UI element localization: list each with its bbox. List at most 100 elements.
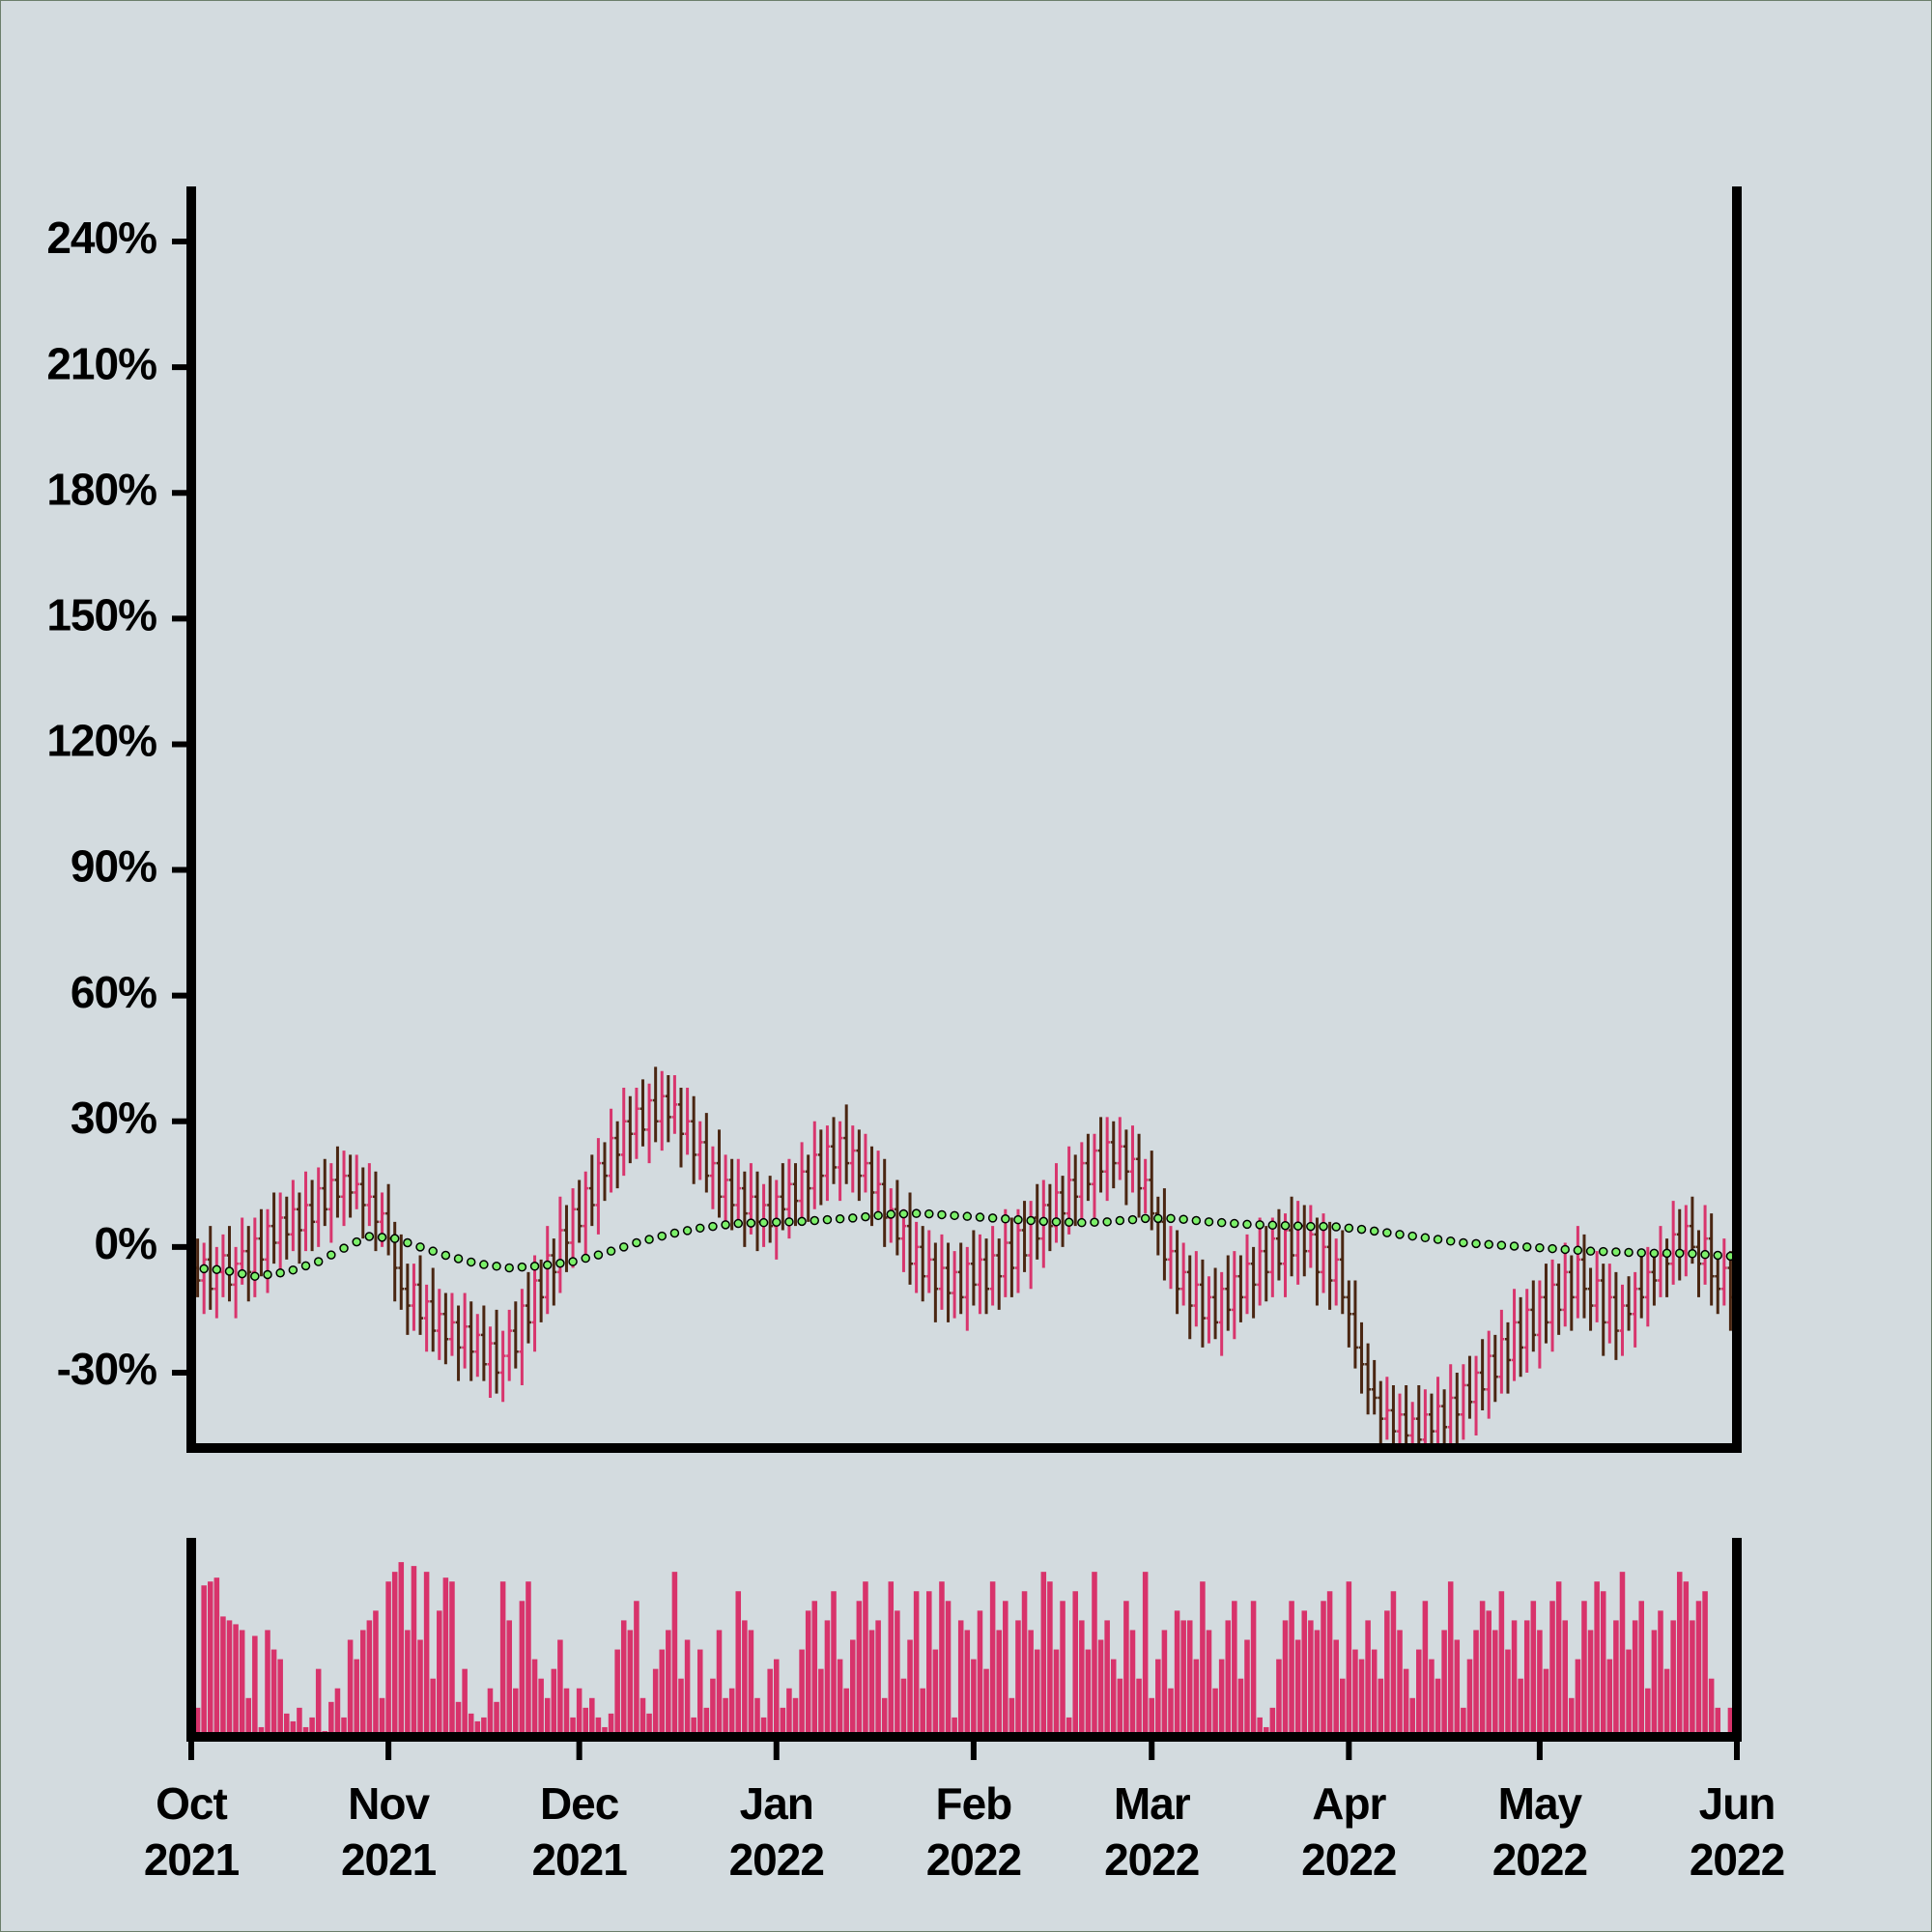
moving-average-point: [389, 1234, 400, 1243]
moving-average-point: [593, 1250, 604, 1260]
moving-average-point: [1521, 1242, 1532, 1252]
volume-bar: [811, 1601, 818, 1737]
volume-bar: [957, 1620, 964, 1737]
volume-bar: [1321, 1601, 1326, 1737]
volume-bar: [895, 1610, 900, 1737]
y-tick-label: 180%: [46, 464, 156, 514]
volume-bar: [563, 1688, 570, 1737]
volume-bar: [1702, 1591, 1708, 1737]
volume-bar: [1225, 1620, 1232, 1737]
volume-bar: [239, 1630, 245, 1737]
moving-average-point: [1535, 1242, 1545, 1253]
moving-average-point: [1064, 1217, 1074, 1228]
volume-bar: [1638, 1601, 1644, 1737]
volume-bar: [639, 1697, 646, 1737]
moving-average-point: [1319, 1221, 1328, 1232]
volume-bar: [226, 1620, 233, 1737]
volume-bar: [780, 1707, 786, 1737]
volume-bar: [1097, 1639, 1104, 1737]
moving-average-point: [975, 1212, 985, 1222]
moving-average-point: [1026, 1215, 1036, 1226]
volume-bar: [1523, 1620, 1530, 1737]
volume-bar: [1626, 1649, 1632, 1737]
moving-average-point: [1471, 1238, 1481, 1249]
moving-average-point: [504, 1263, 514, 1273]
volume-bar: [258, 1726, 265, 1737]
volume-bar: [297, 1707, 302, 1737]
volume-bar: [1441, 1630, 1447, 1737]
volume-bar: [710, 1678, 716, 1737]
moving-average-point: [886, 1209, 896, 1219]
moving-average-point: [695, 1223, 705, 1234]
volume-bar: [1034, 1649, 1040, 1737]
volume-bar: [1562, 1620, 1568, 1737]
volume-bar: [1206, 1630, 1212, 1737]
volume-bar: [551, 1668, 557, 1737]
moving-average-point: [300, 1261, 311, 1271]
moving-average-point: [937, 1209, 947, 1220]
volume-bar: [1378, 1678, 1384, 1737]
moving-average-point: [1445, 1236, 1456, 1246]
volume-bar: [799, 1649, 805, 1737]
moving-average-point: [1102, 1217, 1112, 1227]
volume-bar: [1282, 1620, 1289, 1737]
volume-bar: [1263, 1726, 1269, 1737]
volume-bar: [270, 1649, 277, 1737]
volume-bar: [309, 1717, 315, 1737]
moving-average-point: [1624, 1247, 1634, 1258]
x-tick-label: Feb 2022: [925, 1778, 1022, 1885]
volume-bar: [1600, 1591, 1606, 1737]
volume-bar: [1569, 1697, 1575, 1737]
x-tick-label: Nov 2021: [340, 1778, 437, 1885]
volume-bar: [1060, 1601, 1065, 1737]
moving-average-point: [1636, 1248, 1646, 1258]
moving-average-point: [898, 1208, 909, 1219]
volume-bar: [277, 1659, 283, 1737]
volume-bar: [1040, 1572, 1047, 1737]
volume-bar: [1683, 1581, 1690, 1737]
moving-average-point: [339, 1243, 349, 1253]
moving-average-point: [1713, 1250, 1722, 1261]
volume-bar: [1129, 1630, 1136, 1737]
volume-bar: [850, 1639, 856, 1737]
volume-bar: [728, 1688, 735, 1737]
volume-bar: [691, 1717, 696, 1737]
volume-bar: [385, 1581, 391, 1737]
volume-bar: [1403, 1668, 1409, 1737]
volume-bar: [760, 1717, 767, 1737]
price-plot: [191, 1066, 1734, 1448]
volume-bar: [1186, 1620, 1193, 1737]
volume-bar: [723, 1697, 728, 1737]
volume-bar: [996, 1630, 1002, 1737]
moving-average-point: [1127, 1214, 1138, 1225]
moving-average-point: [275, 1267, 285, 1278]
volume-bar: [1466, 1659, 1473, 1737]
volume-bar: [1142, 1572, 1149, 1737]
volume-bar: [1727, 1707, 1734, 1737]
volume-bar: [1492, 1630, 1498, 1737]
volume-bar: [977, 1610, 983, 1737]
moving-average-point: [1611, 1247, 1621, 1257]
moving-average-point: [848, 1213, 858, 1223]
moving-average: [191, 1208, 1736, 1281]
moving-average-point: [911, 1208, 922, 1218]
y-tick-label: -30%: [57, 1344, 156, 1394]
volume-bar: [1543, 1668, 1549, 1737]
moving-average-point: [1331, 1222, 1341, 1232]
volume-bar: [1670, 1620, 1676, 1737]
volume-bar: [1505, 1649, 1511, 1737]
volume-bar: [1658, 1610, 1663, 1737]
moving-average-point: [352, 1236, 361, 1247]
volume-bar: [1587, 1630, 1594, 1737]
volume-bar: [430, 1678, 436, 1737]
volume-bar: [315, 1668, 322, 1737]
volume-bar: [863, 1581, 868, 1737]
volume-bar: [207, 1581, 213, 1737]
volume-bar: [1155, 1659, 1161, 1737]
volume-bar: [1549, 1601, 1555, 1737]
moving-average-point: [950, 1210, 959, 1221]
volume-bar: [1092, 1572, 1097, 1737]
volume-bar: [354, 1659, 359, 1737]
